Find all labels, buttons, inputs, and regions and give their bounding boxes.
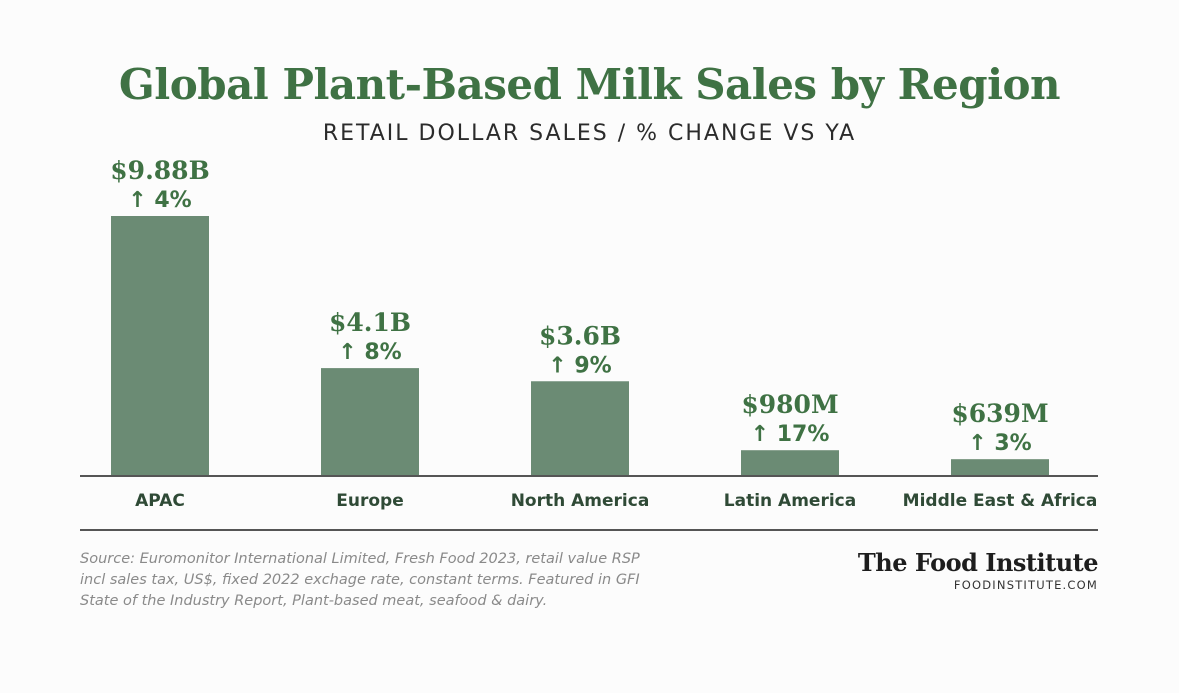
brand-name: The Food Institute [857, 548, 1099, 577]
category-label: APAC [135, 491, 185, 511]
brand-url: FOODINSTITUTE.COM [953, 578, 1098, 592]
category-label: Latin America [724, 491, 856, 511]
bar [531, 381, 629, 476]
bar [111, 216, 209, 476]
change-label: ↑ 9% [548, 353, 611, 378]
source-line: Source: Euromonitor International Limite… [80, 551, 640, 567]
brand-logo: The Food Institute FOODINSTITUTE.COM [857, 548, 1099, 592]
category-label: North America [511, 491, 650, 511]
value-label: $4.1B [329, 308, 411, 337]
value-label: $3.6B [539, 321, 621, 350]
value-label: $639M [951, 399, 1048, 428]
change-label: ↑ 3% [968, 431, 1031, 456]
value-label: $9.88B [110, 156, 209, 185]
bar [741, 450, 839, 476]
bar [321, 368, 419, 476]
source-line: incl sales tax, US$, fixed 2022 exchage … [80, 572, 640, 588]
footer-divider [80, 529, 1098, 531]
bar [951, 459, 1049, 476]
source-line: State of the Industry Report, Plant-base… [80, 593, 548, 609]
source-note: Source: Euromonitor International Limite… [80, 549, 720, 612]
change-label: ↑ 4% [128, 188, 191, 213]
bars-group: ↑ 4% $9.88B APAC ↑ 8% $4.1B Europe ↑ 9% $3.6B No… [110, 156, 1097, 511]
chart-title: Global Plant-Based Milk Sales by Region [118, 60, 1061, 109]
chart-subtitle: RETAIL DOLLAR SALES / % CHANGE VS YA [322, 121, 857, 146]
value-label: $980M [741, 390, 838, 419]
category-label: Europe [336, 491, 403, 511]
category-label: Middle East & Africa [903, 491, 1098, 511]
change-label: ↑ 8% [338, 340, 401, 365]
change-label: ↑ 17% [751, 422, 830, 447]
